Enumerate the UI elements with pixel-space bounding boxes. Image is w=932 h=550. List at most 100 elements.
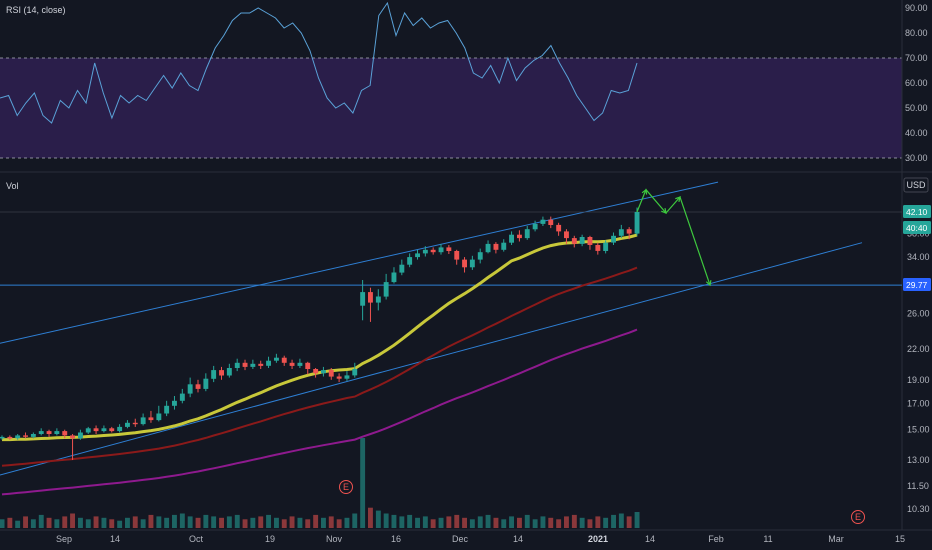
- projection-arrowhead: [641, 188, 648, 195]
- volume-bar: [368, 507, 373, 528]
- volume-bar: [219, 517, 224, 528]
- projection-arrowhead: [675, 196, 681, 203]
- time-axis[interactable]: Sep 14 Oct 19 Nov 16 Dec 14 2021 14 Feb 11 Mar 15: [56, 534, 905, 544]
- volume-bar: [211, 516, 217, 528]
- price-tick-label: 19.00: [907, 375, 930, 385]
- rsi-pane: 90.00 80.00 70.00 60.00 50.00 40.00 30.00 RSI …: [0, 1, 928, 163]
- candle: [446, 245, 452, 254]
- price-pane: Vol 42.1038.0034.0030.0026.0022.0019.001…: [0, 177, 931, 528]
- rsi-tick-label: 90.00: [905, 3, 928, 13]
- candle: [493, 242, 499, 254]
- candle: [407, 253, 413, 268]
- volume-bar: [203, 514, 209, 528]
- candle: [415, 249, 420, 260]
- candle: [148, 410, 154, 423]
- volume-bar: [226, 516, 232, 528]
- candle: [564, 229, 569, 244]
- candle: [274, 353, 279, 363]
- volume-bar: [407, 514, 413, 528]
- candle: [524, 226, 530, 240]
- time-tick-label: 14: [110, 534, 120, 544]
- rsi-tick-label: 40.00: [905, 128, 928, 138]
- candle: [172, 396, 177, 410]
- candle: [556, 222, 562, 236]
- candle: [132, 418, 138, 427]
- projection-path[interactable]: [636, 188, 711, 286]
- volume-bar: [430, 519, 436, 528]
- volume-bar: [532, 519, 538, 528]
- volume-bar: [305, 519, 311, 528]
- volume-bar: [266, 514, 271, 528]
- price-tick-label: 10.30: [907, 504, 930, 514]
- channel-upper-trendline[interactable]: [0, 181, 719, 344]
- volume-bar: [140, 519, 146, 528]
- volume-bar: [438, 517, 444, 528]
- candle: [532, 220, 538, 232]
- volume-bar: [328, 516, 334, 528]
- candle: [156, 405, 162, 422]
- volume-bar: [62, 516, 68, 528]
- candle: [626, 227, 632, 240]
- candle: [595, 242, 601, 255]
- volume-bar: [281, 519, 287, 528]
- volume-bar: [626, 516, 632, 528]
- candle: [0, 435, 5, 440]
- volume-bar: [38, 514, 44, 528]
- ma-50-line: [2, 233, 638, 442]
- volume-bar: [422, 516, 428, 528]
- candle: [399, 259, 405, 276]
- time-tick-label: 16: [391, 534, 401, 544]
- channel-lower-trendline[interactable]: [0, 242, 863, 476]
- price-tick-label: 17.00: [907, 398, 930, 408]
- earnings-marker[interactable]: E: [851, 510, 865, 524]
- svg-text:29.77: 29.77: [906, 280, 928, 290]
- ma-200-line: [1, 328, 638, 496]
- volume-bar: [148, 514, 154, 528]
- candle: [140, 413, 146, 426]
- volume-bar: [313, 514, 319, 528]
- candle: [477, 248, 483, 264]
- volume-bar: [70, 513, 75, 528]
- volume-bar: [46, 517, 52, 528]
- price-tick-label: 22.00: [907, 344, 930, 354]
- volume-bar: [179, 513, 185, 528]
- volume-bar: [603, 517, 609, 528]
- candle: [101, 425, 107, 433]
- candle: [211, 365, 217, 383]
- time-tick-label: 11: [763, 534, 772, 544]
- volume-bar: [595, 516, 601, 528]
- candle: [164, 400, 170, 417]
- volume-bar: [156, 516, 162, 528]
- candle: [46, 429, 52, 437]
- candle: [242, 359, 248, 371]
- candle: [360, 280, 366, 321]
- candle: [70, 434, 75, 460]
- volume-bar: [242, 519, 248, 528]
- volume-bar: [548, 517, 554, 528]
- time-tick-label: 15: [895, 534, 905, 544]
- volume-bars: [0, 438, 640, 528]
- projection-arrowhead: [705, 280, 712, 287]
- candle: [469, 255, 475, 270]
- volume-bar: [634, 512, 640, 528]
- svg-text:42.10: 42.10: [906, 207, 928, 217]
- candle: [375, 289, 381, 311]
- volume-bar: [611, 514, 616, 528]
- price-tick-label: 15.00: [907, 425, 930, 435]
- volume-bar: [125, 517, 130, 528]
- volume-bar: [234, 514, 240, 528]
- volume-bar: [321, 517, 326, 528]
- time-tick-label: Mar: [828, 534, 844, 544]
- candle: [78, 429, 83, 440]
- candles: [0, 207, 640, 460]
- candle: [462, 257, 467, 273]
- volume-bar: [556, 519, 562, 528]
- volume-bar: [454, 514, 460, 528]
- currency-badge[interactable]: USD: [903, 177, 929, 193]
- earnings-marker[interactable]: E: [339, 480, 353, 494]
- rsi-band: [0, 58, 902, 158]
- price-tick-label: 34.00: [907, 252, 930, 262]
- time-tick-label: Feb: [708, 534, 724, 544]
- volume-bar: [0, 519, 5, 528]
